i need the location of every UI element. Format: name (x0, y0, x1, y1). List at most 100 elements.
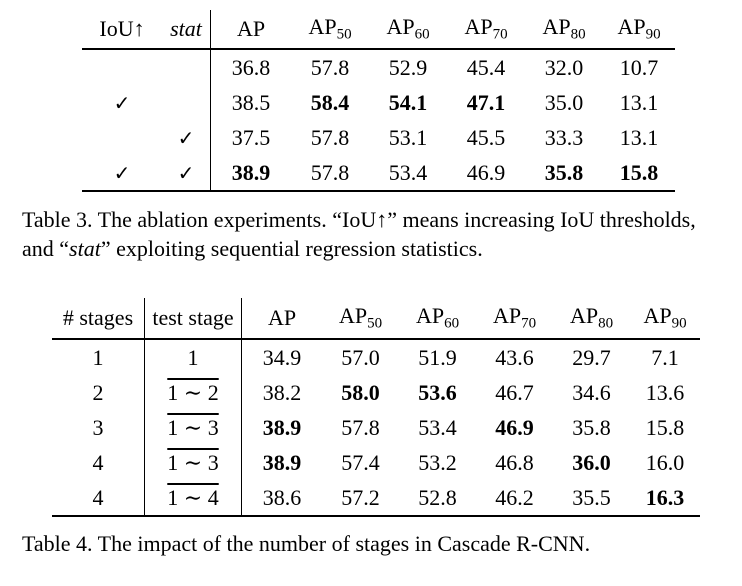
table-row: 3 1 ∼ 3 38.9 57.8 53.4 46.9 35.8 15.8 (52, 410, 700, 445)
iou-check-cell: ✓ (113, 90, 131, 115)
header-ap60: AP60 (415, 302, 460, 332)
header-ap90: AP90 (643, 302, 687, 332)
ap60-cell: 53.1 (388, 124, 428, 150)
ap-cell: 36.8 (210, 49, 291, 85)
header-ap80: AP80 (569, 302, 614, 332)
header-ap70: AP70 (492, 302, 537, 332)
ap-cell: 34.9 (241, 339, 322, 375)
ap90-cell: 10.7 (619, 54, 659, 80)
ap60-cell: 52.8 (418, 484, 457, 510)
ap60-cell: 53.4 (388, 159, 428, 185)
ap50-cell: 58.4 (310, 89, 350, 115)
header-ap70: AP70 (464, 13, 508, 43)
test-stage-cell: 1 ∼ 4 (167, 484, 219, 510)
ap80-cell: 34.6 (572, 379, 611, 405)
ap-cell: 38.9 (241, 445, 322, 480)
table-row: 2 1 ∼ 2 38.2 58.0 53.6 46.7 34.6 13.6 (52, 375, 700, 410)
ap60-cell: 51.9 (418, 344, 457, 370)
table-row: 4 1 ∼ 3 38.9 57.4 53.2 46.8 36.0 16.0 (52, 445, 700, 480)
ap50-cell: 57.8 (310, 124, 350, 150)
ap60-cell: 54.1 (388, 89, 428, 115)
header-stat: stat (170, 16, 202, 41)
ap80-cell: 35.8 (544, 159, 584, 185)
ap90-cell: 13.1 (619, 124, 659, 150)
table-row: 4 1 ∼ 4 38.6 57.2 52.8 46.2 35.5 16.3 (52, 480, 700, 516)
ap70-cell: 46.9 (495, 414, 534, 440)
header-ap50: AP50 (308, 13, 352, 43)
ap70-cell: 46.7 (495, 379, 534, 405)
header-ap80: AP80 (542, 13, 586, 43)
stages-cell: 4 (52, 480, 145, 516)
ap-cell: 37.5 (210, 120, 291, 155)
ap50-cell: 57.4 (341, 449, 380, 475)
test-stage-cell: 1 ∼ 2 (167, 379, 219, 405)
table-row: 36.8 57.8 52.9 45.4 32.0 10.7 (82, 49, 675, 85)
ap50-cell: 57.8 (310, 54, 350, 80)
ap90-cell: 16.3 (645, 484, 685, 510)
ap80-cell: 29.7 (572, 344, 611, 370)
iou-check-cell: ✓ (113, 160, 131, 185)
test-stage-cell: 1 (187, 344, 199, 370)
table-row: 1 1 34.9 57.0 51.9 43.6 29.7 7.1 (52, 339, 700, 375)
ap90-cell: 13.6 (645, 379, 685, 405)
ap50-cell: 58.0 (341, 379, 380, 405)
ap70-cell: 47.1 (466, 89, 506, 115)
stages-cell: 4 (52, 445, 145, 480)
header-stages: # stages (52, 298, 145, 339)
table-header-row: IoU↑ stat AP AP50 AP60 AP70 AP80 AP90 (82, 10, 675, 49)
stat-check-cell: ✓ (177, 125, 195, 150)
ap70-cell: 46.9 (466, 159, 506, 185)
ap70-cell: 45.5 (466, 124, 506, 150)
ap80-cell: 35.0 (544, 89, 584, 115)
ap60-cell: 52.9 (388, 54, 428, 80)
ap50-cell: 57.0 (341, 344, 380, 370)
ap90-cell: 15.8 (645, 414, 685, 440)
table-header-row: # stages test stage AP AP50 AP60 AP70 AP… (52, 298, 700, 339)
ap90-cell: 13.1 (619, 89, 659, 115)
stat-check-cell (162, 85, 211, 120)
table3-caption: Table 3. The ablation experiments. “IoU↑… (22, 207, 696, 261)
ap-cell: 38.2 (241, 375, 322, 410)
ap70-cell: 46.8 (495, 449, 534, 475)
table-row: ✓ ✓ 38.9 57.8 53.4 46.9 35.8 15.8 (82, 155, 675, 191)
header-ap60: AP60 (386, 13, 430, 43)
ap60-cell: 53.2 (418, 449, 457, 475)
ap50-cell: 57.8 (341, 414, 380, 440)
iou-check-cell (82, 120, 162, 155)
ap90-cell: 7.1 (651, 344, 679, 370)
table4-caption: Table 4. The impact of the number of sta… (22, 531, 591, 556)
table-row: ✓ 37.5 57.8 53.1 45.5 33.3 13.1 (82, 120, 675, 155)
ap80-cell: 32.0 (544, 54, 584, 80)
stat-check-cell: ✓ (177, 160, 195, 185)
stages-cell: 3 (52, 410, 145, 445)
ap70-cell: 46.2 (495, 484, 534, 510)
ap50-cell: 57.8 (310, 159, 350, 185)
ap50-cell: 57.2 (341, 484, 380, 510)
stages-cell: 2 (52, 375, 145, 410)
ap60-cell: 53.6 (418, 379, 457, 405)
ablation-table: IoU↑ stat AP AP50 AP60 AP70 AP80 AP90 36… (82, 10, 675, 192)
ap80-cell: 35.5 (572, 484, 611, 510)
ap-cell: 38.9 (241, 410, 322, 445)
ap90-cell: 15.8 (619, 159, 659, 185)
ap60-cell: 53.4 (418, 414, 457, 440)
ap-cell: 38.5 (210, 85, 291, 120)
ap70-cell: 45.4 (466, 54, 506, 80)
ap-cell: 38.9 (210, 155, 291, 191)
ap-cell: 38.6 (241, 480, 322, 516)
ap80-cell: 36.0 (572, 449, 611, 475)
ap80-cell: 35.8 (572, 414, 611, 440)
stages-cell: 1 (52, 339, 145, 375)
table-row: ✓ 38.5 58.4 54.1 47.1 35.0 13.1 (82, 85, 675, 120)
test-stage-cell: 1 ∼ 3 (167, 449, 219, 475)
header-test-stage: test stage (152, 305, 234, 330)
ap70-cell: 43.6 (495, 344, 534, 370)
header-iou: IoU↑ (99, 16, 145, 41)
test-stage-cell: 1 ∼ 3 (167, 414, 219, 440)
stat-check-cell (162, 49, 211, 85)
header-ap50: AP50 (338, 302, 383, 332)
header-ap: AP (210, 10, 291, 49)
header-ap90: AP90 (617, 13, 661, 43)
stages-table: # stages test stage AP AP50 AP60 AP70 AP… (52, 298, 700, 517)
